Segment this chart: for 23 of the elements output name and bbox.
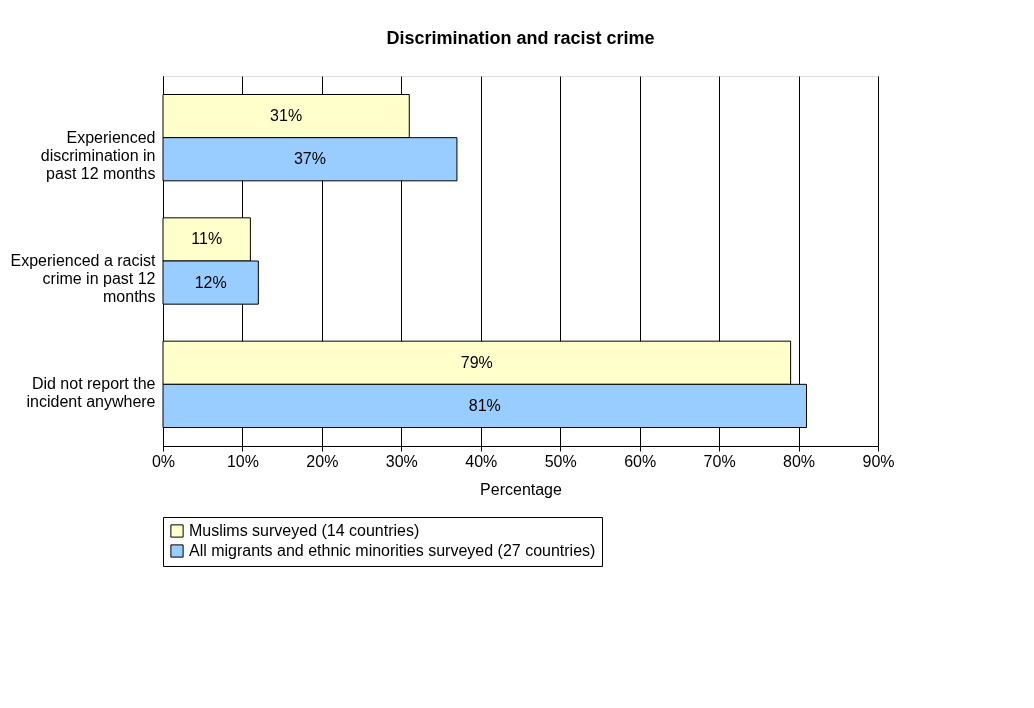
data-label: 31% — [270, 107, 303, 125]
x-tick-label: 70% — [703, 452, 736, 470]
x-tick-label: 40% — [465, 452, 498, 470]
x-tick-label: 90% — [862, 452, 895, 470]
y-tick-label: Experienced a racist crime in past 12 months — [10, 252, 157, 305]
data-label: 12% — [194, 273, 227, 291]
x-tick-label: 20% — [306, 452, 339, 470]
x-tick-label: 30% — [385, 452, 418, 470]
data-label: 11% — [191, 230, 223, 248]
y-tick-label: Did not report the incident anywhere — [26, 375, 156, 411]
x-tick-label: 60% — [624, 452, 657, 470]
chart-title: Discrimination and racist crime — [386, 28, 655, 48]
legend-label: Muslims surveyed (14 countries) — [189, 522, 420, 539]
x-tick-label: 0% — [151, 452, 176, 470]
legend-label: All migrants and ethnic minorities surveyed (27 countries) — [189, 542, 596, 559]
x-tick-label: 10% — [226, 452, 259, 470]
data-label: 79% — [460, 353, 493, 371]
data-label: 81% — [468, 396, 501, 414]
x-tick-label: 80% — [783, 452, 816, 470]
data-label: 37% — [293, 150, 326, 168]
x-tick-label: 50% — [544, 452, 577, 470]
x-axis-title: Percentage — [480, 480, 563, 498]
y-tick-label: Experienced discrimination in past 12 months — [40, 128, 156, 182]
